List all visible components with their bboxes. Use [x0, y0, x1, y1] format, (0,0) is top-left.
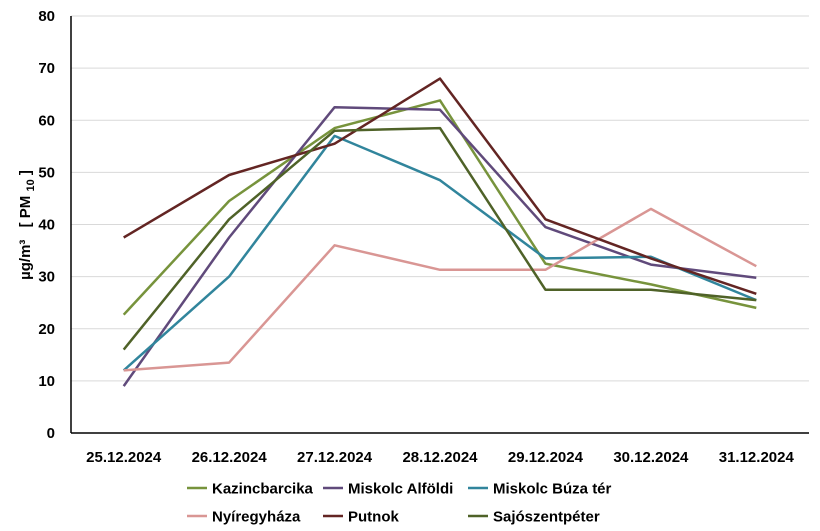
legend-label: Putnok [348, 509, 399, 526]
legend-label: Nyíregyháza [212, 509, 301, 526]
y-tick-label: 60 [38, 112, 55, 129]
series-line-5 [122, 126, 757, 351]
y-axis-unit: µg/m³ [17, 240, 34, 280]
x-tick-label: 29.12.2024 [508, 449, 584, 466]
legend: Kazincbarcika Miskolc Alföldi Miskolc Búza… [187, 481, 612, 526]
legend-label: Miskolc Búza tér [493, 481, 612, 498]
axes [70, 16, 809, 434]
legend-label: Sajószentpéter [493, 509, 600, 526]
x-tick-label: 30.12.2024 [613, 449, 689, 466]
x-tick-label: 28.12.2024 [402, 449, 478, 466]
y-axis-title: µg/m³ [ PM 10 ] [17, 170, 38, 280]
legend-label: Miskolc Alföldi [348, 481, 453, 498]
x-tick-label: 27.12.2024 [297, 449, 373, 466]
y-tick-label: 30 [38, 269, 55, 286]
y-tick-labels: 0 10 20 30 40 50 60 70 80 [38, 8, 55, 442]
x-tick-label: 31.12.2024 [719, 449, 795, 466]
series-line-3 [123, 207, 757, 372]
x-tick-label: 25.12.2024 [86, 449, 162, 466]
y-axis-bracket-close: ] [17, 170, 34, 175]
y-tick-label: 20 [38, 321, 55, 338]
series-lines [122, 77, 757, 387]
y-tick-label: 80 [38, 8, 55, 25]
series-line-4 [123, 77, 757, 295]
gridlines [71, 15, 809, 382]
series-line-2 [122, 134, 757, 372]
x-tick-labels: 25.12.2024 26.12.2024 27.12.2024 28.12.2024… [86, 449, 794, 466]
y-tick-label: 10 [38, 373, 55, 390]
y-axis-subscript: 10 [25, 179, 37, 191]
y-tick-label: 70 [38, 60, 55, 77]
y-axis-bracket-open: [ [17, 222, 34, 227]
y-axis-quantity: PM [17, 196, 34, 219]
x-tick-label: 26.12.2024 [192, 449, 268, 466]
y-tick-label: 50 [38, 164, 55, 181]
legend-label: Kazincbarcika [212, 481, 314, 498]
y-tick-label: 0 [47, 425, 55, 442]
series-line-0 [122, 99, 757, 316]
y-tick-label: 40 [38, 217, 55, 234]
series-line-1 [122, 105, 757, 387]
